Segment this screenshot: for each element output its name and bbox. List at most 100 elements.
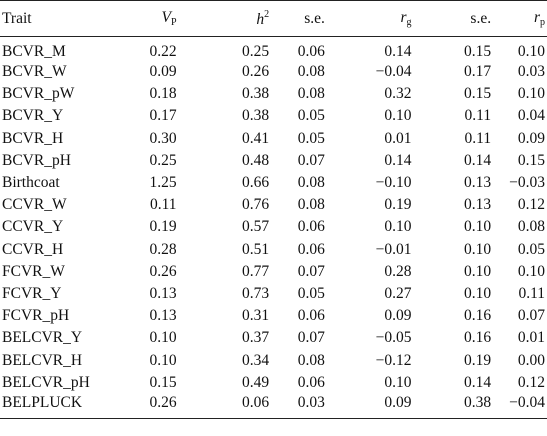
cell-se-2: 0.11 xyxy=(464,129,492,147)
cell-se-2: 0.16 xyxy=(463,329,492,347)
cell-trait: BCVR_W xyxy=(2,63,67,81)
cell-h2: 0.41 xyxy=(241,129,270,147)
cell-h2: 0.06 xyxy=(176,393,270,419)
header-rg-sub: g xyxy=(406,17,412,28)
cell-vp: 0.26 xyxy=(149,262,177,280)
cell-vp: 0.13 xyxy=(149,284,177,302)
cell-rg: 0.10 xyxy=(384,218,412,236)
cell-se-1: 0.08 xyxy=(297,63,325,81)
cell-rg: 0.10 xyxy=(384,373,412,391)
cell-h2: 0.26 xyxy=(241,63,270,81)
cell-vp: 0.19 xyxy=(149,218,177,236)
cell-vp: 1.25 xyxy=(149,174,177,192)
cell-trait: BELCVR_Y xyxy=(2,329,83,347)
table-row: CCVR_W 0.11 0.76 0.08 0.19 0.13 0.12 xyxy=(0,194,547,216)
cell-se-1: 0.07 xyxy=(297,151,325,169)
table-header: Trait VP h2 s.e. rg s.e. rp xyxy=(0,0,547,37)
cell-h2: 0.38 xyxy=(241,107,270,125)
table-row: Birthcoat 1.25 0.66 0.08 −0.10 0.13 −0.03 xyxy=(0,172,547,194)
cell-se-1: 0.08 xyxy=(297,196,325,214)
cell-rp: 0.10 xyxy=(517,262,545,280)
cell-trait: BCVR_pH xyxy=(2,151,71,169)
cell-rg: −0.12 xyxy=(375,351,412,369)
table-row: BCVR_H 0.30 0.41 0.05 0.01 0.11 0.09 xyxy=(0,128,547,150)
table-row: BCVR_W 0.09 0.26 0.08 −0.04 0.17 0.03 xyxy=(0,61,547,83)
cell-se-2: 0.16 xyxy=(463,307,492,325)
cell-trait: FCVR_pH xyxy=(2,307,70,325)
cell-h2: 0.34 xyxy=(241,351,270,369)
header-trait: Trait xyxy=(0,0,122,37)
header-rg: rg xyxy=(324,0,412,37)
table-row: FCVR_pH 0.13 0.31 0.06 0.09 0.16 0.07 xyxy=(0,305,547,327)
cell-rp: −0.03 xyxy=(509,174,545,192)
header-vp-main: V xyxy=(161,9,171,26)
cell-se-2: 0.13 xyxy=(463,174,492,192)
cell-trait: FCVR_Y xyxy=(2,284,62,302)
cell-se-1: 0.05 xyxy=(297,129,325,147)
cell-vp: 0.30 xyxy=(149,129,177,147)
cell-h2: 0.57 xyxy=(241,218,270,236)
cell-se-1: 0.08 xyxy=(297,174,325,192)
cell-rg: −0.05 xyxy=(375,329,412,347)
cell-rp: 0.10 xyxy=(517,43,545,60)
cell-rp: 0.07 xyxy=(517,307,545,325)
cell-rp: 0.12 xyxy=(517,373,545,391)
cell-rp: 0.05 xyxy=(517,240,545,258)
header-rp: rp xyxy=(491,0,547,37)
cell-rg: 0.27 xyxy=(384,284,412,302)
cell-vp: 0.15 xyxy=(149,373,177,391)
cell-se-1: 0.06 xyxy=(297,240,325,258)
cell-rg: 0.32 xyxy=(384,85,412,103)
cell-trait: BELCVR_pH xyxy=(2,373,90,391)
cell-rg: 0.01 xyxy=(384,129,412,147)
cell-vp: 0.09 xyxy=(149,63,177,81)
cell-trait: CCVR_Y xyxy=(2,218,64,236)
cell-se-1: 0.06 xyxy=(297,218,325,236)
cell-trait: Birthcoat xyxy=(2,174,60,192)
cell-rp: 0.09 xyxy=(517,129,545,147)
cell-se-2: 0.38 xyxy=(411,393,492,419)
cell-se-2: 0.13 xyxy=(463,196,492,214)
cell-vp: 0.22 xyxy=(149,43,177,60)
cell-h2: 0.73 xyxy=(241,284,270,302)
table-row: FCVR_Y 0.13 0.73 0.05 0.27 0.10 0.11 xyxy=(0,283,547,305)
header-h2-main: h xyxy=(256,10,265,28)
cell-h2: 0.76 xyxy=(241,196,270,214)
header-h2-sup: 2 xyxy=(264,8,270,20)
cell-rp: 0.11 xyxy=(518,284,545,302)
cell-se-1: 0.05 xyxy=(297,284,325,302)
table-row: BCVR_pW 0.18 0.38 0.08 0.32 0.15 0.10 xyxy=(0,83,547,105)
cell-h2: 0.77 xyxy=(241,262,270,280)
cell-h2: 0.49 xyxy=(241,373,270,391)
cell-vp: 0.26 xyxy=(121,393,177,419)
cell-rg: 0.10 xyxy=(384,107,412,125)
cell-se-2: 0.15 xyxy=(463,43,492,60)
header-rp-main: r xyxy=(533,9,540,26)
table-row: CCVR_H 0.28 0.51 0.06 −0.01 0.10 0.05 xyxy=(0,239,547,261)
table-row: BELCVR_pH 0.15 0.49 0.06 0.10 0.14 0.12 xyxy=(0,372,547,394)
cell-vp: 0.13 xyxy=(149,307,177,325)
table-body: BCVR_M 0.22 0.25 0.06 0.14 0.15 0.10 BCVR_W 0.09… xyxy=(0,37,547,419)
cell-se-2: 0.15 xyxy=(463,85,492,103)
header-trait-label: Trait xyxy=(2,9,32,27)
cell-rg: 0.28 xyxy=(384,262,412,280)
table-row: BCVR_Y 0.17 0.38 0.05 0.10 0.11 0.04 xyxy=(0,105,547,127)
cell-h2: 0.25 xyxy=(241,43,270,60)
cell-vp: 0.18 xyxy=(149,85,177,103)
header-se-2-label: s.e. xyxy=(470,9,492,27)
cell-trait: FCVR_W xyxy=(2,262,65,280)
cell-se-1: 0.03 xyxy=(269,393,325,419)
cell-se-2: 0.11 xyxy=(464,107,492,125)
cell-rg: 0.14 xyxy=(384,43,412,60)
table-row: BCVR_pH 0.25 0.48 0.07 0.14 0.14 0.15 xyxy=(0,150,547,172)
cell-rg: −0.10 xyxy=(375,174,412,192)
cell-trait: CCVR_W xyxy=(2,196,67,214)
cell-se-1: 0.07 xyxy=(297,262,325,280)
cell-se-1: 0.07 xyxy=(297,329,325,347)
cell-rp: 0.08 xyxy=(517,218,545,236)
cell-h2: 0.38 xyxy=(241,85,270,103)
table-row: BELPLUCK 0.26 0.06 0.03 0.09 0.38 −0.04 xyxy=(0,393,547,419)
header-vp: VP xyxy=(121,0,177,37)
header-row: Trait VP h2 s.e. rg s.e. rp xyxy=(0,0,547,37)
